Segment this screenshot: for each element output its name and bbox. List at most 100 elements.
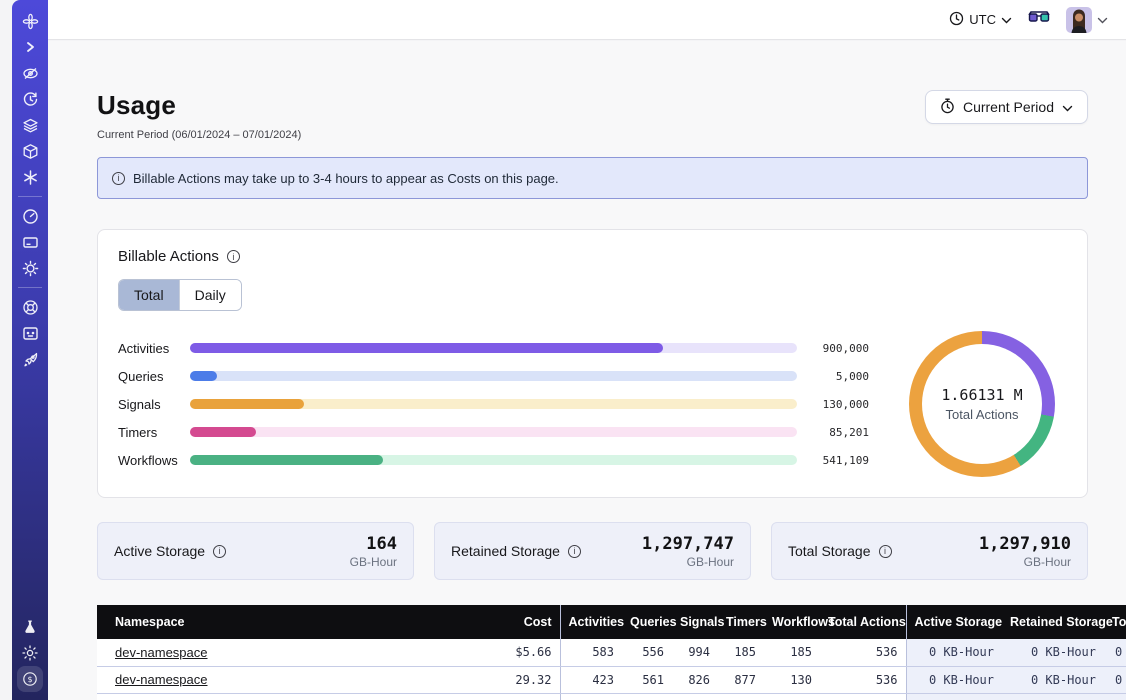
info-icon: i [112,172,125,185]
sidebar-item-theme[interactable] [16,640,44,666]
bar-track [190,399,797,409]
glasses-icon[interactable] [1028,10,1050,29]
dollar-coin-icon: $ [22,671,38,687]
cell-activities: 423 [560,666,622,693]
sidebar-divider [18,196,42,197]
bar-track [190,455,797,465]
chevron-down-icon [1001,12,1012,27]
gauge-icon [22,208,39,225]
cell-workflows: 130 [764,666,820,693]
sidebar-item-namespaces[interactable] [16,60,44,86]
bar-track [190,343,797,353]
asterisk-icon [23,170,38,185]
cell-timers: 185 [718,639,764,666]
gear-icon [22,260,39,277]
active-storage-value: 164 [350,534,397,554]
sidebar-item-getting-started[interactable] [16,346,44,372]
sidebar-item-schedules[interactable] [16,86,44,112]
col-total-actions: Total Actions [820,605,906,639]
chevron-right-icon [24,41,36,53]
bar-track [190,427,797,437]
cell-queries: 561 [622,666,672,693]
stopwatch-icon [940,98,955,117]
total-storage-card: Total Storage i 1,297,910 GB-Hour [771,522,1088,580]
billable-actions-card: Billable Actions i Total Daily Activitie… [97,229,1088,498]
sidebar-collapse-toggle[interactable] [16,34,44,60]
bar-label: Timers [118,425,190,440]
timezone-selector[interactable]: UTC [949,11,1012,29]
bar-row-timers: Timers 85,201 [118,418,869,446]
total-storage-label: Total Storage [788,543,871,559]
page-subtitle: Current Period (06/01/2024 – 07/01/2024) [97,129,301,141]
cell-total-storage: 0 KB-Hour [1104,693,1126,700]
col-active-storage: Active Storage [906,605,1002,639]
cell-retained-storage: 0 KB-Hour [1002,639,1104,666]
bar-fill [190,455,383,465]
cell-retained-storage: 0 KB-Hour [1002,666,1104,693]
active-storage-label: Active Storage [114,543,205,559]
sidebar-item-layers[interactable] [16,112,44,138]
timezone-label: UTC [969,12,996,27]
table-row: dev-namespace $5.66 583 556 994 185 185 … [97,639,1126,666]
chevron-down-icon [1097,11,1108,29]
sidebar-item-nexus[interactable] [16,164,44,190]
sidebar-item-usage[interactable] [16,203,44,229]
sidebar-item-release-notes[interactable] [16,320,44,346]
namespace-link[interactable]: dev-namespace [115,672,208,687]
namespace-link[interactable]: dev-namespace [115,645,208,660]
sidebar-item-deployments[interactable] [16,138,44,164]
bar-fill [190,371,217,381]
tab-daily[interactable]: Daily [179,280,241,310]
total-actions-donut-chart: 1.66131 M Total Actions [909,331,1055,477]
period-selector-label: Current Period [963,99,1054,115]
info-icon[interactable]: i [213,545,226,558]
sidebar-item-home[interactable] [16,8,44,34]
info-banner-text: Billable Actions may take up to 3-4 hour… [133,171,559,186]
sidebar-item-support[interactable] [16,294,44,320]
billable-bar-chart: Activities 900,000 Queries 5,000 Signals… [118,334,869,474]
col-timers: Timers [718,605,764,639]
active-storage-card: Active Storage i 164 GB-Hour [97,522,414,580]
sidebar-item-pricing[interactable]: $ [17,666,43,692]
col-cost: Cost [455,605,560,639]
tab-total[interactable]: Total [119,280,179,310]
sidebar-item-labs[interactable] [16,614,44,640]
top-bar: UTC [48,0,1126,40]
page-title: Usage [97,90,301,121]
period-selector-button[interactable]: Current Period [925,90,1088,124]
cell-cost: 29.32 [455,666,560,693]
sidebar-item-billing[interactable] [16,229,44,255]
bar-value: 130,000 [797,398,869,411]
total-storage-value: 1,297,910 [979,534,1071,554]
col-namespace: Namespace [97,605,455,639]
donut-total-value: 1.66131 M [941,386,1022,404]
info-banner: i Billable Actions may take up to 3-4 ho… [97,157,1088,199]
bar-label: Queries [118,369,190,384]
cell-active-storage: 0 KB-Hour [906,693,1002,700]
cell-cost: $3.35 [455,693,560,700]
bar-value: 541,109 [797,454,869,467]
col-queries: Queries [622,605,672,639]
cell-active-storage: 0 KB-Hour [906,639,1002,666]
info-icon[interactable]: i [568,545,581,558]
info-icon[interactable]: i [879,545,892,558]
clock-icon [949,11,964,29]
bar-label: Signals [118,397,190,412]
cell-timers: 877 [718,666,764,693]
cell-total-actions: 536 [820,639,906,666]
sun-icon [22,645,38,661]
active-storage-unit: GB-Hour [350,555,397,569]
bar-row-workflows: Workflows 541,109 [118,446,869,474]
billable-view-tabs: Total Daily [118,279,242,311]
cell-signals: 826 [672,666,718,693]
sidebar-item-settings[interactable] [16,255,44,281]
bar-row-queries: Queries 5,000 [118,362,869,390]
bar-fill [190,343,663,353]
info-icon[interactable]: i [227,250,240,263]
cell-activities: 492 [560,693,622,700]
table-row: dev-namespace 29.32 423 561 826 877 130 … [97,666,1126,693]
chevron-down-icon [1062,99,1073,115]
account-menu[interactable] [1066,7,1108,33]
col-activities: Activities [560,605,622,639]
cell-workflows: 600 [764,693,820,700]
